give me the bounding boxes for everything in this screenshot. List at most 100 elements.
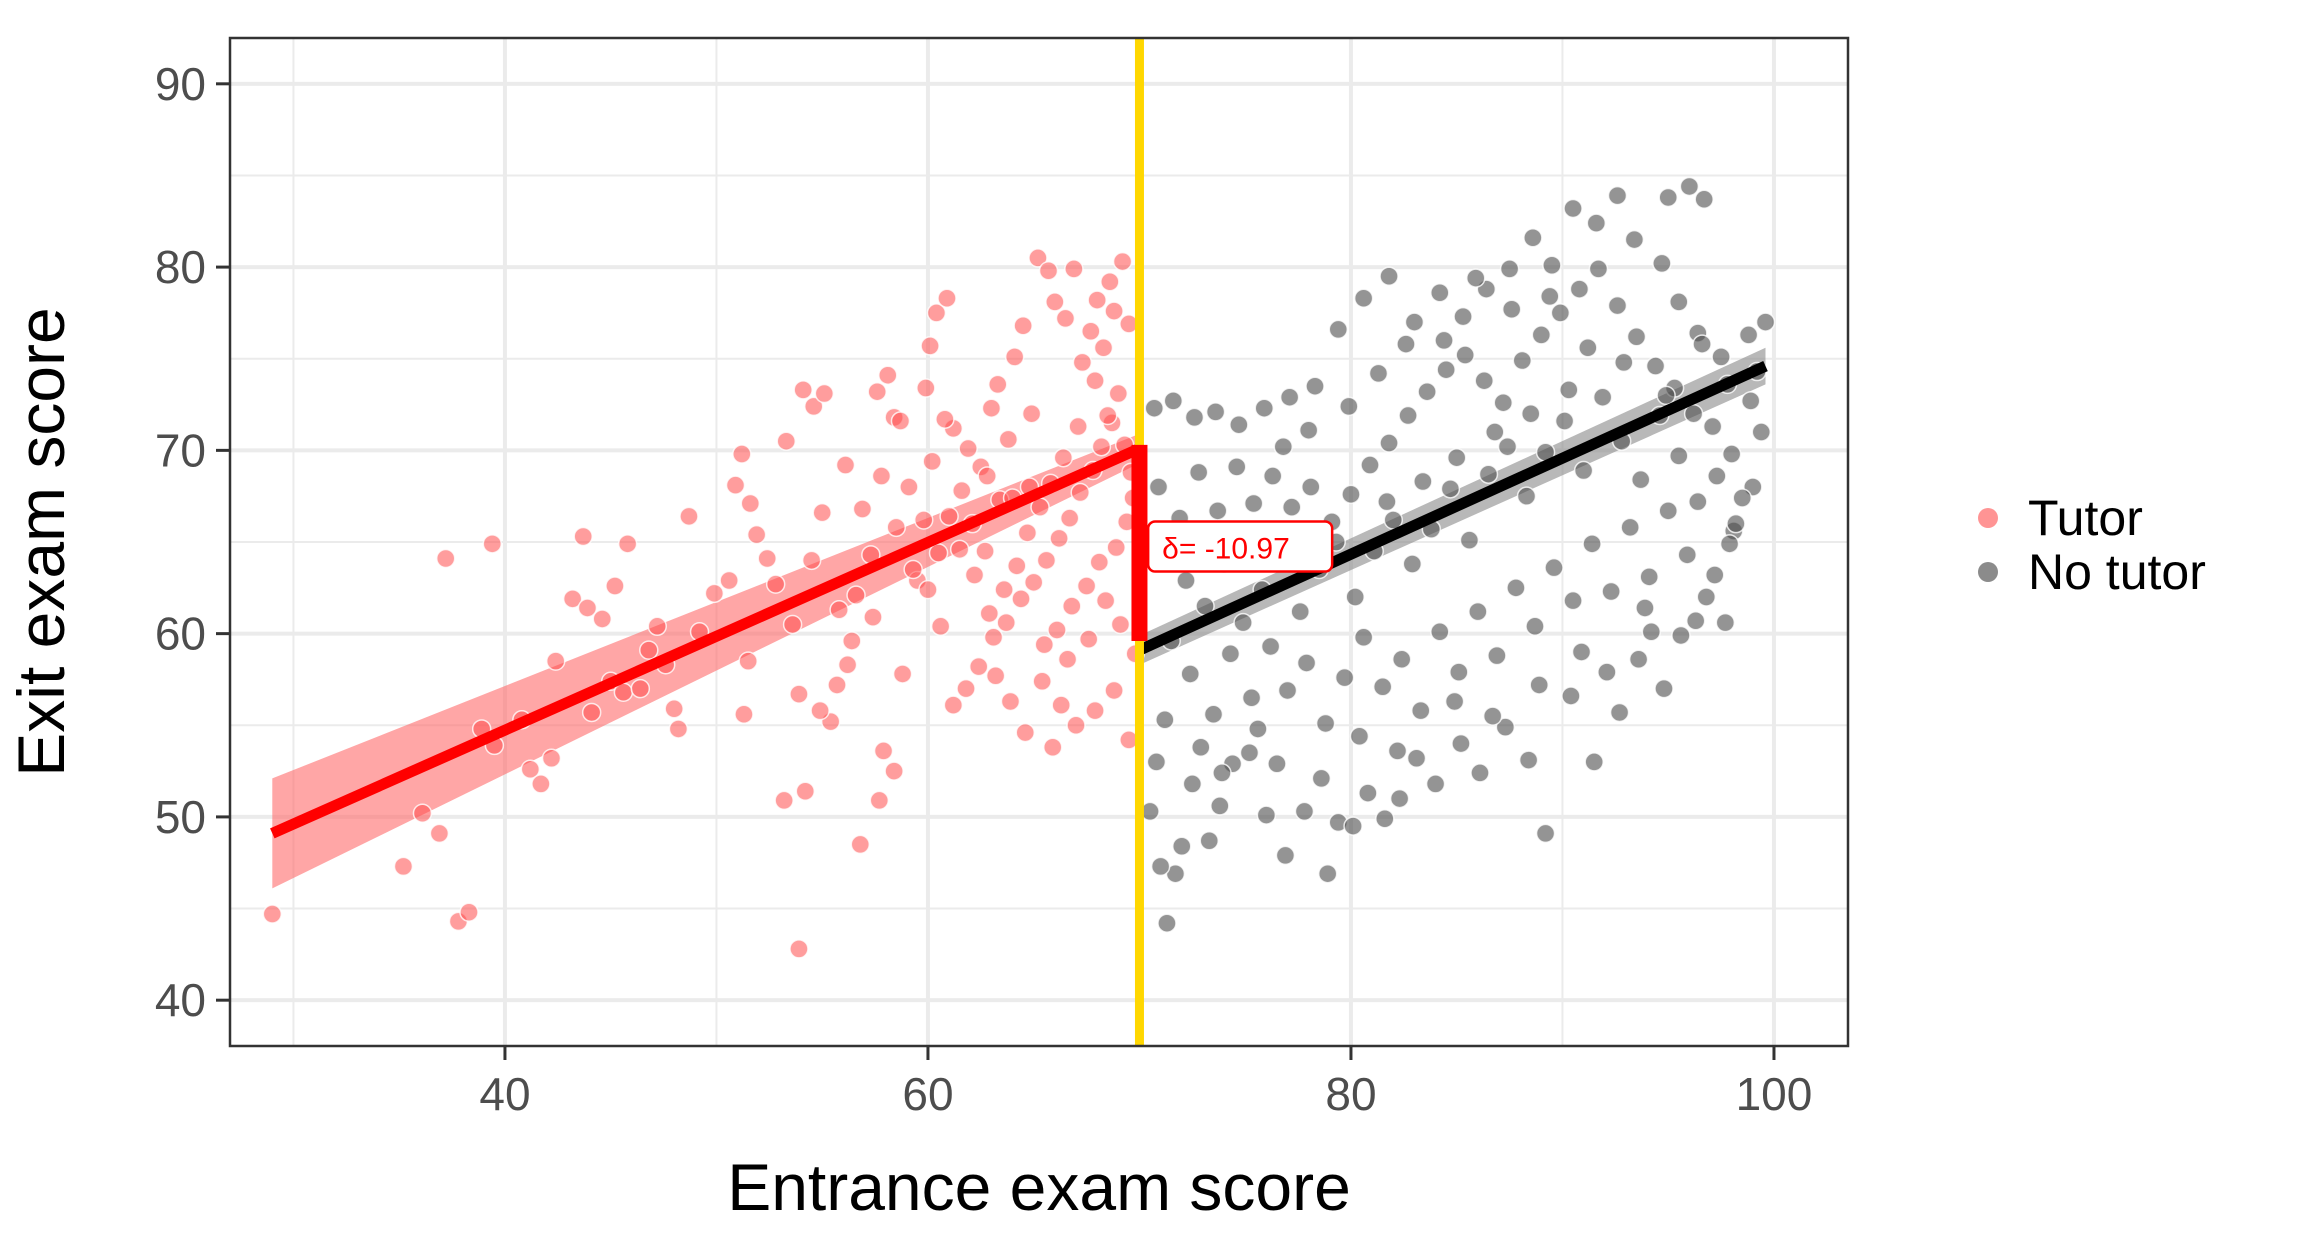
scatter-point-tutor [964, 565, 985, 585]
scatter-point-no-tutor [1328, 319, 1349, 340]
legend-key-no-tutor [1978, 562, 1998, 582]
scatter-point-tutor [719, 570, 739, 591]
scatter-point-tutor [679, 506, 699, 527]
scatter-point-no-tutor [1150, 856, 1171, 877]
scatter-point-no-tutor [1339, 396, 1359, 417]
scatter-point-tutor [1062, 596, 1082, 616]
scatter-point-no-tutor [1239, 743, 1260, 763]
scatter-point-tutor [793, 380, 813, 400]
scatter-point-no-tutor [1535, 823, 1556, 844]
scatter-point-tutor [738, 651, 758, 671]
scatter-point-tutor [935, 409, 955, 429]
scatter-point-no-tutor [1375, 808, 1395, 829]
scatter-point-tutor [922, 451, 942, 472]
scatter-point-tutor [1059, 508, 1080, 528]
scatter-point-tutor [886, 517, 906, 538]
scatter-point-no-tutor [1493, 392, 1513, 413]
scatter-point-tutor [949, 539, 970, 560]
scatter-point-tutor [871, 466, 892, 486]
scatter-point-no-tutor [1227, 457, 1247, 477]
scatter-point-no-tutor [1176, 570, 1196, 591]
scatter-point-tutor [704, 583, 725, 604]
scatter-point-tutor [577, 598, 598, 618]
scatter-point-tutor [605, 576, 625, 596]
scatter-point-no-tutor [1711, 347, 1731, 367]
scatter-point-tutor [884, 761, 904, 781]
scatter-point-no-tutor [1267, 754, 1287, 774]
scatter-point-tutor [988, 374, 1008, 395]
scatter-point-no-tutor [1172, 836, 1192, 856]
scatter-point-tutor [795, 781, 816, 802]
scatter-point-no-tutor [1520, 403, 1541, 424]
scatter-point-tutor [873, 741, 894, 761]
scatter-point-no-tutor [1220, 644, 1241, 664]
panel-border [228, 36, 1850, 1048]
scatter-point-tutor [1015, 722, 1036, 743]
scatter-point-no-tutor [1639, 567, 1659, 587]
scatter-point-tutor [1047, 620, 1067, 640]
scatter-point-tutor [1072, 352, 1093, 373]
scatter-point-no-tutor [1305, 376, 1325, 396]
scatter-point-no-tutor [1586, 213, 1607, 233]
scatter-point-tutor [776, 431, 797, 451]
scatter-point-tutor [968, 656, 989, 677]
scatter-point-no-tutor [1182, 774, 1203, 794]
y-axis-title: Exit exam score [4, 307, 78, 776]
scatter-point-tutor [852, 499, 873, 519]
annotation-label: δ= -10.97 [1162, 532, 1290, 565]
scatter-point-no-tutor [1279, 387, 1300, 407]
scatter-point-tutor [734, 704, 754, 725]
scatter-point-no-tutor [1685, 611, 1706, 631]
scatter-point-no-tutor [1281, 497, 1302, 517]
scatter-point-tutor [812, 502, 832, 523]
scatter-point-no-tutor [1205, 402, 1226, 422]
x-tick-label: 60 [902, 1068, 953, 1120]
scatter-point-tutor [630, 678, 651, 699]
scatter-point-no-tutor [1597, 662, 1617, 682]
scatter-point-no-tutor [1609, 702, 1630, 723]
scatter-point-tutor [429, 823, 450, 844]
scatter-point-no-tutor [1487, 645, 1507, 666]
scatter-point-tutor [926, 303, 947, 323]
scatter-point-no-tutor [1311, 768, 1332, 789]
scatter-point-no-tutor [1358, 783, 1378, 803]
scatter-point-no-tutor [1635, 598, 1655, 618]
scatter-point-no-tutor [1466, 268, 1486, 288]
scatter-point-tutor [930, 616, 951, 637]
scatter-point-no-tutor [1317, 863, 1338, 884]
scatter-point-tutor [1081, 321, 1101, 341]
scatter-point-tutor [975, 541, 995, 561]
scatter-point-no-tutor [1715, 612, 1736, 633]
scatter-point-no-tutor [1550, 303, 1571, 323]
scatter-point-no-tutor [1248, 719, 1268, 739]
scatter-point-no-tutor [1630, 469, 1651, 490]
scatter-point-no-tutor [1260, 636, 1281, 657]
scatter-point-tutor [1104, 680, 1124, 701]
scatter-point-no-tutor [1144, 398, 1165, 418]
scatter-point-tutor [956, 678, 976, 699]
scatter-point-tutor [863, 607, 883, 627]
scatter-point-tutor [1038, 261, 1059, 281]
scatter-point-tutor [878, 365, 898, 385]
scatter-point-tutor [1017, 523, 1038, 543]
scatter-point-tutor [850, 834, 871, 855]
scatter-point-no-tutor [1210, 796, 1230, 816]
scatter-point-tutor [979, 603, 1000, 624]
scatter-point-tutor [937, 288, 957, 308]
scatter-point-no-tutor [1512, 350, 1533, 371]
scatter-point-no-tutor [1620, 517, 1640, 538]
scatter-point-tutor [835, 455, 856, 475]
scatter-point-no-tutor [1301, 477, 1321, 497]
axis-layer: 40 60 80 100 40 50 60 70 80 90 [155, 58, 1813, 1120]
scatter-point-tutor [545, 651, 566, 671]
scatter-point-no-tutor [1243, 493, 1264, 514]
scatter-point-no-tutor [1641, 622, 1662, 642]
scatter-point-no-tutor [1573, 460, 1594, 481]
scatter-point-tutor [867, 381, 887, 402]
scatter-point-no-tutor [1256, 805, 1277, 825]
scatter-point-tutor [1055, 308, 1076, 329]
scatter-point-no-tutor [1506, 578, 1526, 598]
scatter-point-tutor [918, 579, 938, 600]
scatter-point-tutor [1036, 550, 1057, 571]
scatter-point-tutor [1076, 576, 1097, 596]
